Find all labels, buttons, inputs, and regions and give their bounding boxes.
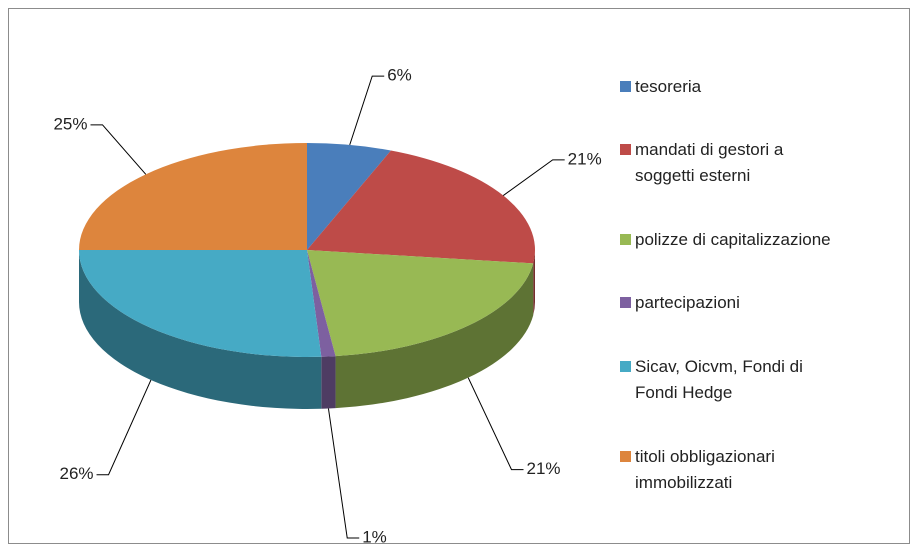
pie-slice (307, 250, 336, 357)
pie-side (533, 250, 535, 316)
leader-line (90, 124, 147, 175)
legend-label: titoli obbligazionari immobilizzati (635, 446, 775, 493)
pie-slice (79, 250, 322, 357)
legend-label: Sicav, Oicvm, Fondi di Fondi Hedge (635, 356, 803, 403)
leader-line (349, 75, 385, 146)
legend-label: partecipazioni (635, 293, 740, 313)
pie-side (321, 356, 336, 409)
legend-label: polizze di capitalizzazione (635, 229, 831, 249)
legend-item: Sicav, Oicvm, Fondi di Fondi Hedge (620, 354, 825, 407)
legend-label: mandati di gestori a soggetti esterni (635, 140, 784, 186)
data-label: 21% (568, 149, 602, 168)
pie-slice (307, 150, 535, 264)
leader-line (502, 159, 565, 196)
pie-slice (307, 250, 534, 357)
leader-line (327, 408, 360, 539)
leader-line (467, 377, 524, 471)
data-label: 26% (60, 464, 94, 483)
leader-line (96, 379, 152, 476)
legend-swatch (620, 233, 631, 245)
legend-label: tesoreria (635, 76, 702, 96)
data-label: 6% (387, 66, 412, 85)
data-label: 25% (53, 114, 87, 133)
legend-item: titoli obbligazionari immobilizzati (620, 444, 825, 497)
data-label: 21% (527, 459, 561, 478)
data-label: 1% (362, 527, 387, 546)
legend-item: partecipazioni (620, 290, 825, 316)
pie-side (335, 263, 534, 409)
legend-item: polizze di capitalizzazione (620, 227, 831, 253)
chart-border (8, 8, 910, 544)
legend-swatch (620, 80, 631, 92)
legend-swatch (620, 144, 631, 156)
legend-swatch (620, 360, 631, 372)
pie-side (79, 250, 322, 409)
legend-item: mandati di gestori a soggetti esterni (620, 137, 825, 190)
legend-swatch (620, 297, 631, 309)
legend: tesoreria mandati di gestori a soggetti e… (620, 55, 831, 515)
pie-slice (79, 143, 307, 250)
legend-item: tesoreria (620, 74, 825, 100)
pie-slice (307, 143, 391, 250)
legend-swatch (620, 450, 631, 462)
